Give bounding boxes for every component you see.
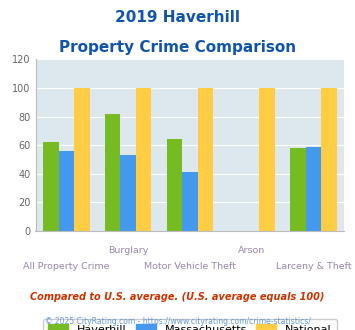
Text: Burglary: Burglary (108, 246, 148, 255)
Text: Larceny & Theft: Larceny & Theft (275, 262, 351, 271)
Bar (306, 147, 321, 231)
Bar (136, 88, 151, 231)
Bar (182, 172, 198, 231)
Bar (43, 142, 59, 231)
Bar (105, 114, 120, 231)
Bar (198, 88, 213, 231)
Text: All Property Crime: All Property Crime (23, 262, 110, 271)
Bar (290, 148, 306, 231)
Bar (59, 151, 74, 231)
Bar (120, 155, 136, 231)
Legend: Haverhill, Massachusetts, National: Haverhill, Massachusetts, National (43, 319, 337, 330)
Text: Property Crime Comparison: Property Crime Comparison (59, 40, 296, 54)
Text: Arson: Arson (238, 246, 265, 255)
Text: © 2025 CityRating.com - https://www.cityrating.com/crime-statistics/: © 2025 CityRating.com - https://www.city… (45, 317, 310, 326)
Bar (167, 140, 182, 231)
Text: 2019 Haverhill: 2019 Haverhill (115, 10, 240, 25)
Text: Compared to U.S. average. (U.S. average equals 100): Compared to U.S. average. (U.S. average … (30, 292, 325, 302)
Bar (321, 88, 337, 231)
Bar (260, 88, 275, 231)
Bar (74, 88, 89, 231)
Text: Motor Vehicle Theft: Motor Vehicle Theft (144, 262, 236, 271)
